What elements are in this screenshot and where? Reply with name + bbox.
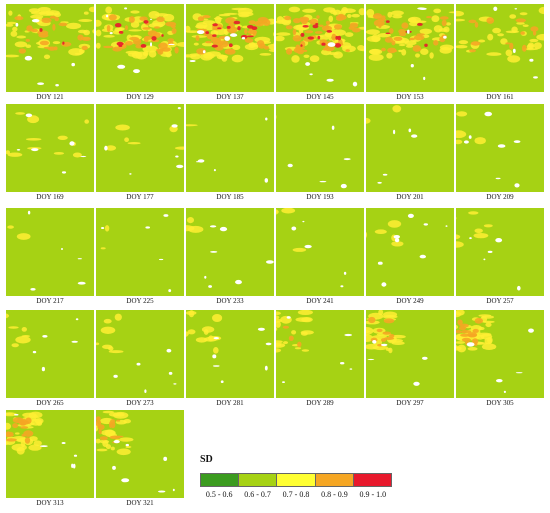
sd-map-image xyxy=(6,104,94,192)
sd-map-image xyxy=(456,310,544,398)
sd-map-image xyxy=(186,310,274,398)
map-panel: DOY 225 xyxy=(96,208,184,306)
sd-map-image xyxy=(456,4,544,92)
panel-caption: DOY 257 xyxy=(486,297,514,305)
map-panel: DOY 177 xyxy=(96,104,184,202)
map-panel: DOY 281 xyxy=(186,310,274,408)
panel-caption: DOY 281 xyxy=(216,399,244,407)
sd-map-image xyxy=(276,208,364,296)
map-panel: DOY 129 xyxy=(96,4,184,102)
panel-caption: DOY 185 xyxy=(216,193,244,201)
map-panel: DOY 297 xyxy=(366,310,454,408)
sd-map-image xyxy=(96,410,184,498)
panel-caption: DOY 177 xyxy=(126,193,154,201)
map-panel: DOY 313 xyxy=(6,410,94,508)
legend-labels: 0.5 - 0.6 0.6 - 0.7 0.7 - 0.8 0.8 - 0.9 0.9 … xyxy=(200,490,392,499)
legend-label: 0.6 - 0.7 xyxy=(244,490,271,499)
legend: SD 0.5 - 0.6 0.6 - 0.7 0.7 - 0.8 0.8 - 0.9 0… xyxy=(197,454,393,504)
legend-label: 0.7 - 0.8 xyxy=(282,490,310,499)
panel-caption: DOY 313 xyxy=(36,499,64,507)
panel-caption: DOY 321 xyxy=(126,499,154,507)
sd-map-image xyxy=(6,310,94,398)
map-panel: DOY 193 xyxy=(276,104,364,202)
panel-caption: DOY 305 xyxy=(486,399,514,407)
sd-map-image xyxy=(96,104,184,192)
map-panel: DOY 265 xyxy=(6,310,94,408)
sd-map-image xyxy=(186,208,274,296)
map-panel: DOY 257 xyxy=(456,208,544,306)
panel-caption: DOY 161 xyxy=(486,93,514,101)
panel-caption: DOY 201 xyxy=(396,193,424,201)
map-panel: DOY 305 xyxy=(456,310,544,408)
legend-label: 0.8 - 0.9 xyxy=(321,490,348,499)
map-panel: DOY 161 xyxy=(456,4,544,102)
map-panel: DOY 137 xyxy=(186,4,274,102)
legend-swatch xyxy=(277,474,316,486)
map-panel: DOY 201 xyxy=(366,104,454,202)
legend-color-bar xyxy=(200,473,392,487)
panel-caption: DOY 217 xyxy=(36,297,64,305)
sd-map-image xyxy=(366,310,454,398)
panel-caption: DOY 225 xyxy=(126,297,154,305)
map-panel: DOY 289 xyxy=(276,310,364,408)
sd-map-image xyxy=(6,410,94,498)
panel-caption: DOY 289 xyxy=(306,399,334,407)
map-panel: DOY 241 xyxy=(276,208,364,306)
map-panel: DOY 233 xyxy=(186,208,274,306)
panel-caption: DOY 193 xyxy=(306,193,334,201)
map-panel: DOY 249 xyxy=(366,208,454,306)
sd-map-image xyxy=(366,208,454,296)
sd-map-image xyxy=(96,4,184,92)
panel-caption: DOY 121 xyxy=(36,93,64,101)
map-panel: DOY 121 xyxy=(6,4,94,102)
sd-map-image xyxy=(456,208,544,296)
panel-caption: DOY 153 xyxy=(396,93,424,101)
legend-swatch xyxy=(315,474,354,486)
legend-swatch xyxy=(239,474,278,486)
sd-map-image xyxy=(366,104,454,192)
map-panel: DOY 153 xyxy=(366,4,454,102)
sd-map-image xyxy=(366,4,454,92)
panel-caption: DOY 241 xyxy=(306,297,334,305)
panel-caption: DOY 169 xyxy=(36,193,64,201)
map-panel: DOY 145 xyxy=(276,4,364,102)
sd-map-image xyxy=(6,4,94,92)
sd-map-image xyxy=(96,208,184,296)
sd-map-image xyxy=(276,310,364,398)
panel-caption: DOY 297 xyxy=(396,399,424,407)
legend-title: SD xyxy=(200,454,213,465)
legend-label: 0.5 - 0.6 xyxy=(205,490,233,499)
panel-caption: DOY 249 xyxy=(396,297,424,305)
legend-swatch xyxy=(353,474,392,486)
sd-map-image xyxy=(276,4,364,92)
panel-caption: DOY 145 xyxy=(306,93,334,101)
map-panel: DOY 209 xyxy=(456,104,544,202)
panel-caption: DOY 129 xyxy=(126,93,154,101)
map-panel: DOY 169 xyxy=(6,104,94,202)
map-panel: DOY 273 xyxy=(96,310,184,408)
sd-map-image xyxy=(6,208,94,296)
legend-label: 0.9 - 1.0 xyxy=(359,490,387,499)
map-panel: DOY 321 xyxy=(96,410,184,508)
map-panel: DOY 185 xyxy=(186,104,274,202)
sd-map-image xyxy=(186,4,274,92)
panel-caption: DOY 209 xyxy=(486,193,514,201)
panel-caption: DOY 137 xyxy=(216,93,244,101)
sd-map-image xyxy=(276,104,364,192)
panel-caption: DOY 273 xyxy=(126,399,154,407)
legend-swatch xyxy=(201,474,240,486)
sd-map-image xyxy=(456,104,544,192)
map-panel: DOY 217 xyxy=(6,208,94,306)
sd-map-image xyxy=(96,310,184,398)
panel-caption: DOY 233 xyxy=(216,297,244,305)
panel-caption: DOY 265 xyxy=(36,399,64,407)
sd-map-image xyxy=(186,104,274,192)
